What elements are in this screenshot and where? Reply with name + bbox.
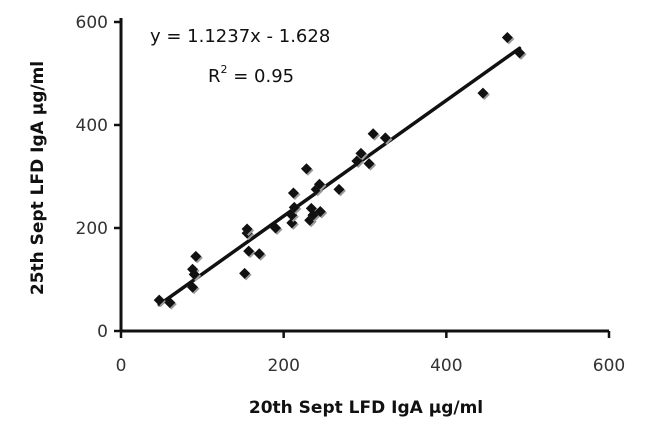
data-point — [351, 155, 363, 167]
r-squared-value: = 0.95 — [228, 66, 295, 87]
data-point — [287, 187, 299, 199]
axes — [114, 18, 611, 338]
x-tick-label: 600 — [593, 356, 625, 376]
data-point — [477, 87, 489, 99]
data-point — [514, 47, 526, 59]
r-squared-label: R2 = 0.95 — [208, 63, 294, 87]
data-point — [501, 31, 513, 43]
data-point — [367, 128, 379, 140]
data-point — [243, 245, 255, 257]
data-point — [239, 267, 251, 279]
y-tick-label: 200 — [76, 219, 108, 239]
data-point — [153, 294, 165, 306]
data-point — [241, 223, 253, 235]
trendline — [157, 46, 522, 307]
data-point — [313, 178, 325, 190]
data-point — [333, 183, 345, 195]
x-tick-label: 400 — [430, 356, 462, 376]
data-point — [363, 158, 375, 170]
data-point — [188, 268, 200, 280]
trendline-equation: y = 1.1237x - 1.628 — [150, 26, 330, 47]
x-axis-title: 20th Sept LFD IgA µg/ml — [249, 398, 483, 418]
data-point — [379, 132, 391, 144]
x-tick-label: 200 — [267, 356, 299, 376]
tick-labels: 0 200 400 600 0 200 400 600 — [76, 13, 626, 376]
y-axis-title: 25th Sept LFD IgA µg/ml — [28, 61, 48, 295]
y-tick-label: 0 — [97, 322, 108, 342]
data-point — [355, 147, 367, 159]
y-tick-label: 400 — [76, 116, 108, 136]
y-tick-label: 600 — [76, 13, 108, 33]
data-point — [300, 163, 312, 175]
data-point — [253, 248, 265, 260]
plot-area — [153, 31, 527, 310]
data-point — [187, 281, 199, 293]
data-point — [288, 201, 300, 213]
data-point — [164, 297, 176, 309]
x-tick-label: 0 — [116, 356, 127, 376]
data-point — [190, 250, 202, 262]
r-squared-superscript: 2 — [221, 63, 228, 76]
data-point — [270, 222, 282, 234]
data-point — [314, 206, 326, 218]
r-squared-prefix: R — [208, 66, 221, 87]
